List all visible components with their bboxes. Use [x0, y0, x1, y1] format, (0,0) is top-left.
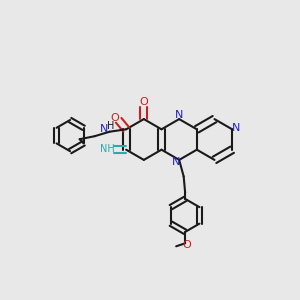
Text: O: O	[111, 113, 119, 123]
Text: O: O	[182, 239, 191, 250]
Text: N: N	[232, 123, 241, 133]
Text: N: N	[100, 124, 109, 134]
Text: H: H	[107, 121, 115, 131]
Text: N: N	[174, 110, 183, 121]
Text: N: N	[171, 157, 180, 167]
Text: NH: NH	[100, 144, 114, 154]
Text: O: O	[140, 97, 148, 107]
